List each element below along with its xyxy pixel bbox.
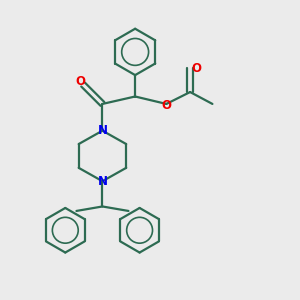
- Text: N: N: [98, 124, 107, 137]
- Text: O: O: [161, 99, 171, 112]
- Text: N: N: [98, 175, 107, 188]
- Text: O: O: [192, 62, 202, 75]
- Text: O: O: [75, 74, 85, 88]
